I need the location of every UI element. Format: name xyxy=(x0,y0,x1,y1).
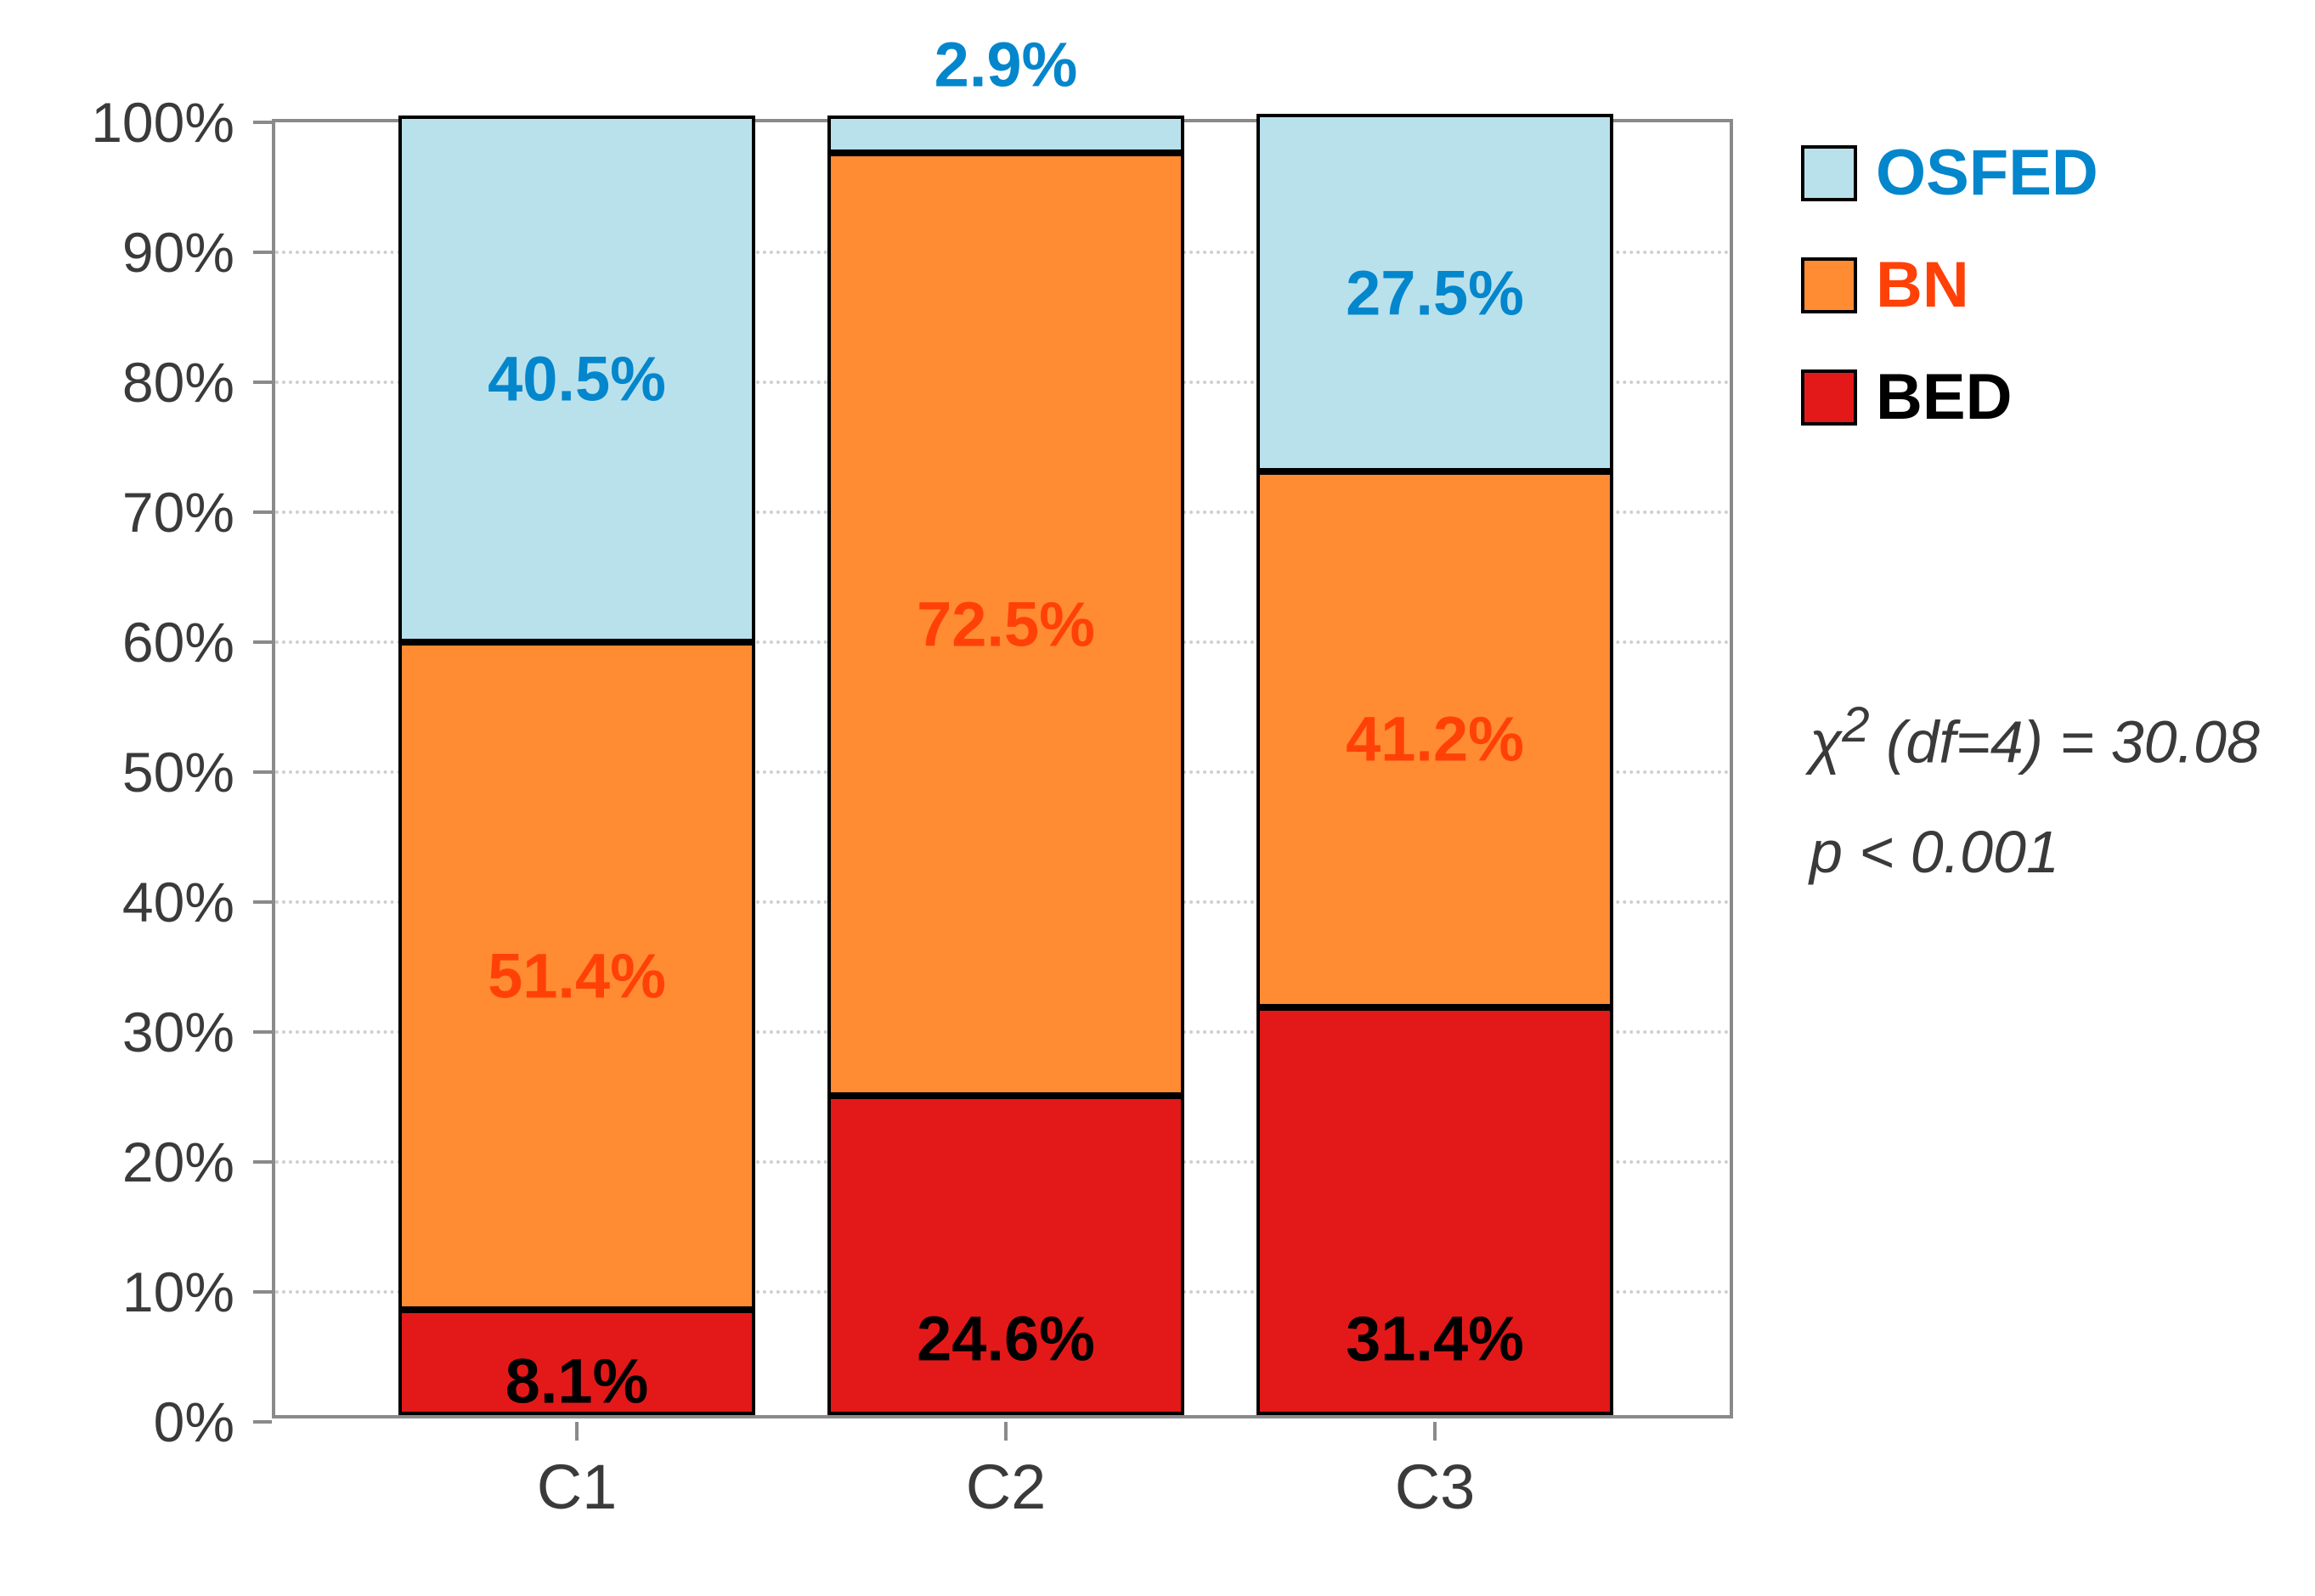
segment-label: 40.5% xyxy=(488,342,666,415)
legend-swatch xyxy=(1801,257,1857,313)
segment-label: 8.1% xyxy=(505,1345,649,1418)
legend-label: BED xyxy=(1876,360,2012,434)
segment-label: 31.4% xyxy=(1346,1303,1524,1375)
xtick-mark xyxy=(575,1422,579,1441)
ytick-label: 80% xyxy=(122,350,234,415)
bar-c1: 8.1% 51.4% 40.5% xyxy=(398,116,755,1415)
segment-label: 72.5% xyxy=(917,588,1095,660)
ytick-mark xyxy=(253,121,272,124)
ytick-mark xyxy=(253,1030,272,1034)
ytick-label: 60% xyxy=(122,610,234,674)
ytick-label: 40% xyxy=(122,870,234,934)
ytick-label: 0% xyxy=(154,1390,234,1454)
xtick-label: C2 xyxy=(966,1451,1047,1523)
ytick-mark xyxy=(253,510,272,514)
plot-area: 0%10%20%30%40%50%60%70%80%90%100%8.1%51.… xyxy=(272,119,1733,1418)
stacked-bar-chart: 0% 10% 20% 30% 40% 50% 60% 70% 80% 90% 100% 8.1% 51.… xyxy=(34,34,2281,1563)
ytick-label: 100% xyxy=(91,90,234,155)
ytick-mark xyxy=(253,381,272,384)
ytick-mark xyxy=(253,251,272,254)
ytick-label: 90% xyxy=(122,220,234,285)
ytick-mark xyxy=(253,770,272,774)
ytick-label: 30% xyxy=(122,1000,234,1064)
segment-label: 51.4% xyxy=(488,939,666,1012)
ytick-mark xyxy=(253,1290,272,1294)
ytick-label: 70% xyxy=(122,480,234,544)
legend: OSFED BN BED xyxy=(1801,136,2098,472)
legend-item: BED xyxy=(1801,360,2098,434)
legend-label: OSFED xyxy=(1876,136,2098,210)
legend-item: BN xyxy=(1801,248,2098,322)
xtick-label: C1 xyxy=(537,1451,618,1523)
stat-block: χ2 (df=4) = 30.08 p < 0.001 xyxy=(1810,696,2260,928)
ytick-label: 10% xyxy=(122,1260,234,1324)
xtick-label: C3 xyxy=(1395,1451,1476,1523)
bar-c2: 24.6%72.5%2.9% xyxy=(827,116,1184,1415)
legend-swatch xyxy=(1801,145,1857,201)
chi-square-stat: χ2 (df=4) = 30.08 xyxy=(1810,696,2260,775)
legend-label: BN xyxy=(1876,248,1969,322)
ytick-label: 50% xyxy=(122,740,234,804)
ytick-mark xyxy=(253,900,272,904)
xtick-mark xyxy=(1433,1422,1437,1441)
ytick-mark xyxy=(253,640,272,644)
xtick-mark xyxy=(1004,1422,1008,1441)
segment-label: 27.5% xyxy=(1346,257,1524,329)
legend-item: OSFED xyxy=(1801,136,2098,210)
segment-label: 2.9% xyxy=(934,29,1078,101)
legend-swatch xyxy=(1801,369,1857,426)
segment-label: 41.2% xyxy=(1346,703,1524,775)
segment-osfed xyxy=(827,116,1184,153)
p-value: p < 0.001 xyxy=(1810,818,2260,886)
ytick-mark xyxy=(253,1420,272,1424)
ytick-label: 20% xyxy=(122,1130,234,1194)
bar-c3: 31.4% 41.2% 27.5% xyxy=(1256,116,1613,1415)
ytick-mark xyxy=(253,1160,272,1164)
segment-label: 24.6% xyxy=(917,1303,1095,1375)
